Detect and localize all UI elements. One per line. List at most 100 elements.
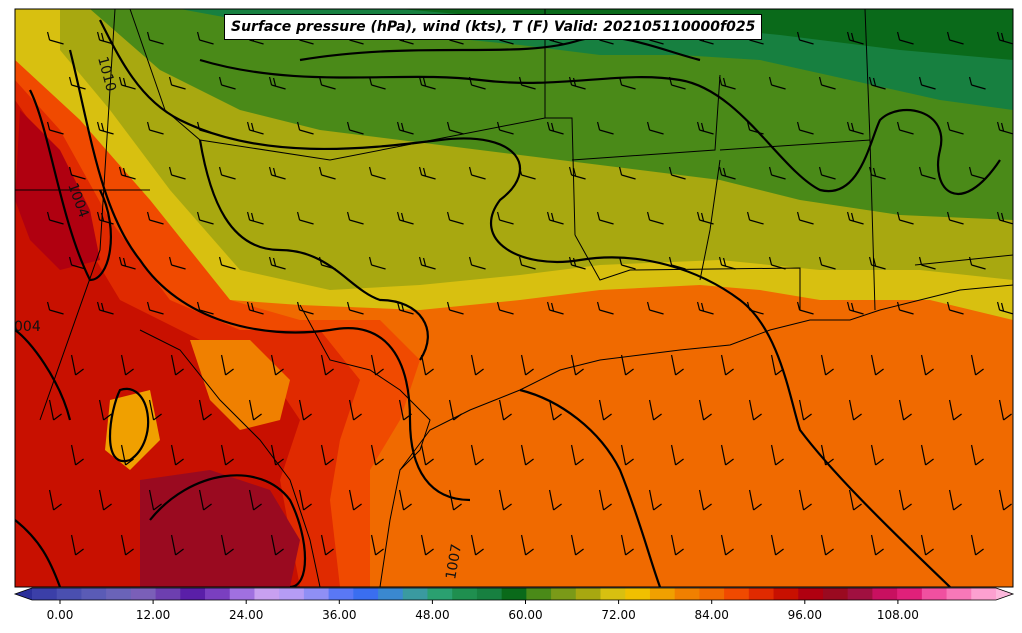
colorbar-swatch bbox=[205, 588, 231, 600]
wind-barb bbox=[118, 166, 136, 180]
colorbar-swatch bbox=[254, 588, 280, 600]
wind-barb bbox=[618, 76, 636, 90]
wind-barb bbox=[996, 301, 1013, 315]
wind-barb bbox=[520, 534, 534, 556]
wind-barb bbox=[598, 489, 612, 511]
colorbar-swatch bbox=[798, 588, 824, 600]
wind-barb bbox=[798, 399, 812, 421]
wind-barb bbox=[270, 444, 284, 466]
wind-barb bbox=[246, 121, 264, 135]
colorbar-swatch bbox=[32, 588, 58, 600]
wind-barb bbox=[970, 534, 984, 556]
wind-barb bbox=[648, 399, 662, 421]
colorbar-swatch bbox=[822, 588, 849, 600]
colorbar-tick-label: 12.00 bbox=[136, 608, 170, 622]
wind-barb bbox=[470, 444, 484, 466]
wind-barb bbox=[348, 489, 362, 511]
wind-barb bbox=[518, 166, 536, 180]
wind-barb bbox=[718, 76, 736, 90]
wind-barb bbox=[698, 399, 712, 421]
wind-barb bbox=[446, 211, 464, 225]
wind-barb bbox=[318, 256, 336, 270]
wind-barb bbox=[996, 31, 1013, 45]
wind-barb bbox=[198, 489, 212, 511]
wind-barb bbox=[696, 211, 714, 225]
isobar-label-004: 004 bbox=[14, 319, 41, 335]
wind-barb bbox=[368, 256, 386, 270]
map-frame bbox=[14, 8, 1014, 588]
wind-barb bbox=[896, 211, 914, 225]
colorbar-swatch bbox=[748, 588, 775, 600]
wind-barb bbox=[570, 534, 584, 556]
wind-barb bbox=[268, 76, 286, 90]
wind-barb bbox=[370, 444, 384, 466]
wind-barb bbox=[420, 444, 434, 466]
wind-barb bbox=[668, 166, 686, 180]
wind-barb bbox=[868, 256, 886, 270]
colorbar-swatch bbox=[600, 588, 626, 600]
wind-barb bbox=[496, 301, 514, 315]
wind-barb bbox=[370, 354, 384, 376]
colorbar-tick-label: 96.00 bbox=[788, 608, 822, 622]
wind-barb bbox=[196, 31, 214, 45]
colorbar-swatch bbox=[921, 588, 948, 600]
colorbar-under-arrow bbox=[15, 588, 32, 600]
wind-barbs bbox=[46, 31, 1013, 556]
wind-barb bbox=[446, 121, 464, 135]
wind-barb bbox=[218, 76, 236, 90]
wind-barb bbox=[168, 166, 186, 180]
colorbar-over-arrow bbox=[996, 588, 1013, 600]
wind-barb bbox=[796, 211, 814, 225]
wind-barb bbox=[220, 354, 234, 376]
wind-barb bbox=[968, 76, 986, 90]
colorbar-swatch bbox=[946, 588, 972, 600]
wind-barb bbox=[848, 489, 862, 511]
colorbar-swatch bbox=[402, 588, 429, 600]
colorbar-swatch bbox=[452, 588, 478, 600]
wind-barb bbox=[46, 301, 64, 315]
wind-barb bbox=[496, 121, 514, 135]
wind-barb bbox=[670, 534, 684, 556]
wind-barb bbox=[698, 489, 712, 511]
wind-barb bbox=[720, 534, 734, 556]
wind-barb bbox=[548, 399, 562, 421]
wind-barb bbox=[270, 354, 284, 376]
wind-barb bbox=[418, 166, 436, 180]
wind-barb bbox=[98, 489, 112, 511]
wind-barb bbox=[120, 444, 134, 466]
wind-barb bbox=[246, 301, 264, 315]
wind-barb bbox=[846, 121, 864, 135]
colorbar-swatch bbox=[897, 588, 923, 600]
wind-barb bbox=[796, 121, 814, 135]
wind-barb bbox=[296, 301, 314, 315]
wind-barb bbox=[568, 166, 586, 180]
wind-barb bbox=[218, 166, 236, 180]
wind-barb bbox=[998, 489, 1012, 511]
wind-barb bbox=[96, 121, 114, 135]
wind-barb bbox=[420, 354, 434, 376]
colorbar-swatch bbox=[229, 588, 256, 600]
wind-barb bbox=[798, 489, 812, 511]
colorbar-swatch bbox=[501, 588, 527, 600]
wind-barb bbox=[148, 399, 162, 421]
wind-barb bbox=[170, 444, 184, 466]
wind-barb bbox=[770, 444, 784, 466]
wind-barb bbox=[348, 399, 362, 421]
wind-barb bbox=[470, 354, 484, 376]
wind-barb bbox=[170, 534, 184, 556]
wind-barb bbox=[568, 76, 586, 90]
wind-barb bbox=[418, 76, 436, 90]
wind-barb bbox=[546, 301, 564, 315]
wind-barb bbox=[270, 534, 284, 556]
wind-barb bbox=[570, 444, 584, 466]
colorbar-swatch bbox=[625, 588, 651, 600]
wind-barb bbox=[546, 211, 564, 225]
wind-barb bbox=[620, 354, 634, 376]
wind-barb bbox=[896, 301, 914, 315]
wind-barb bbox=[346, 301, 364, 315]
wind-barb bbox=[748, 399, 762, 421]
wind-barb bbox=[696, 301, 714, 315]
wind-barb bbox=[596, 121, 614, 135]
wind-barb bbox=[468, 256, 486, 270]
wind-barb bbox=[668, 256, 686, 270]
